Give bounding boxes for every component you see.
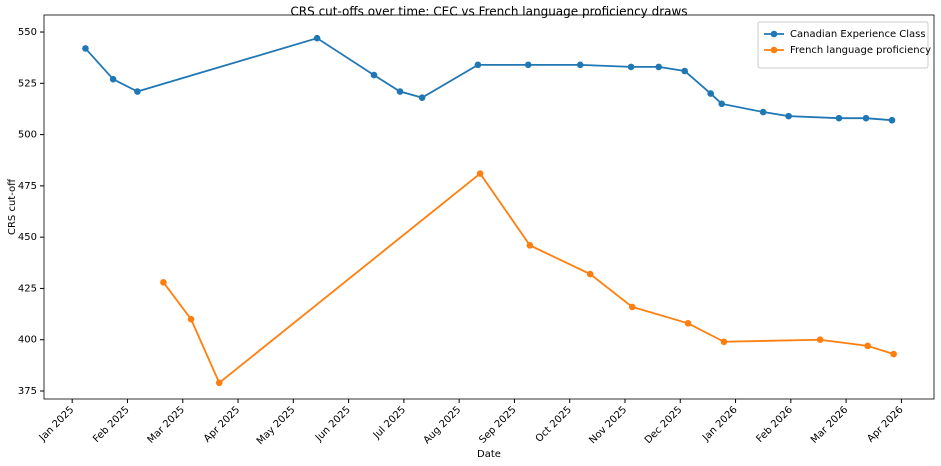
data-point <box>864 342 871 350</box>
x-tick-label: Jun 2025 <box>313 404 353 444</box>
data-point <box>215 379 223 387</box>
data-point <box>576 61 584 69</box>
data-point <box>313 34 321 42</box>
data-point <box>586 270 594 278</box>
plot-frame <box>43 14 935 400</box>
legend: Canadian Experience Class French language… <box>757 21 931 69</box>
data-point <box>474 61 482 69</box>
data-point <box>160 278 167 286</box>
data-point <box>816 336 824 344</box>
y-tick-label: 475 <box>18 181 37 192</box>
x-tick-label: Mar 2025 <box>146 404 187 445</box>
data-point <box>655 63 663 71</box>
y-tick-label: 425 <box>18 283 37 294</box>
data-point <box>370 71 378 79</box>
y-tick-label: 500 <box>18 130 37 141</box>
x-tick-label: Jan 2025 <box>37 404 77 444</box>
y-tick-label: 400 <box>18 335 37 346</box>
x-tick-label: Feb 2025 <box>91 404 132 445</box>
data-point <box>759 108 767 116</box>
data-point <box>718 100 726 108</box>
x-tick-label: Apr 2026 <box>865 404 905 444</box>
data-point <box>187 315 195 323</box>
x-tick-label: Feb 2026 <box>755 404 796 445</box>
x-tick-label: Aug 2025 <box>422 404 464 446</box>
y-tick-label: 450 <box>18 232 37 243</box>
legend-marker <box>770 46 778 54</box>
legend-box <box>757 21 929 69</box>
y-tick-label: 525 <box>18 78 37 89</box>
data-point <box>681 67 688 75</box>
data-point <box>476 170 484 177</box>
data-point <box>785 112 792 120</box>
x-tick-label: Nov 2025 <box>587 404 629 446</box>
data-point <box>396 88 404 95</box>
data-point <box>707 90 714 97</box>
data-point <box>628 303 636 311</box>
data-point <box>720 338 728 346</box>
data-point <box>888 116 896 124</box>
series-line <box>84 37 893 122</box>
y-tick-label: 550 <box>18 27 37 38</box>
y-tick-label: 375 <box>18 386 37 397</box>
series-line <box>162 172 894 385</box>
data-point <box>134 88 141 95</box>
data-point <box>109 75 117 83</box>
x-tick-label: Jul 2025 <box>371 404 408 441</box>
data-point <box>526 242 534 249</box>
x-tick-label: May 2025 <box>255 404 298 447</box>
x-tick-label: Sep 2025 <box>477 404 518 445</box>
chart-title: CRS cut-offs over time: CEC vs French la… <box>290 5 687 19</box>
legend-marker <box>770 30 778 38</box>
data-point <box>524 61 532 69</box>
legend-label: Canadian Experience Class <box>790 29 926 40</box>
x-tick-label: Jan 2026 <box>700 404 740 444</box>
data-point <box>627 63 635 71</box>
data-point <box>418 94 426 101</box>
data-point <box>862 114 870 122</box>
x-tick-label: Oct 2025 <box>534 404 574 444</box>
data-point <box>835 114 843 122</box>
data-point <box>82 45 89 52</box>
y-axis-label: CRS cut-off <box>7 178 18 235</box>
x-axis-label: Date <box>477 449 501 460</box>
x-tick-label: Mar 2026 <box>809 404 850 445</box>
data-point <box>684 320 692 327</box>
x-tick-label: Dec 2025 <box>643 404 685 446</box>
legend-label: French language proficiency <box>790 45 931 56</box>
x-tick-label: Apr 2025 <box>202 404 242 444</box>
data-point <box>890 350 897 358</box>
